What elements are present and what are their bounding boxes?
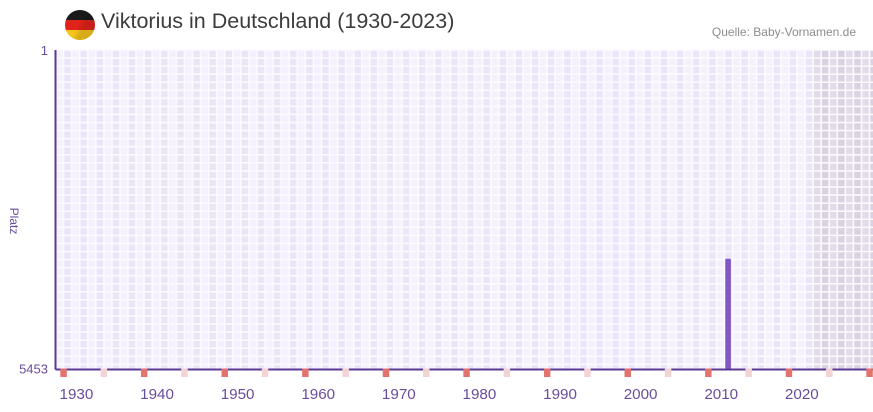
svg-text:5453: 5453 (19, 362, 48, 377)
svg-text:1990: 1990 (543, 386, 577, 403)
svg-text:1970: 1970 (382, 386, 416, 403)
svg-text:1960: 1960 (301, 386, 335, 403)
svg-text:1: 1 (41, 43, 48, 58)
svg-text:1930: 1930 (60, 386, 94, 403)
svg-text:1980: 1980 (463, 386, 497, 403)
svg-text:2010: 2010 (704, 386, 738, 403)
svg-text:2000: 2000 (624, 386, 658, 403)
svg-text:1950: 1950 (221, 386, 255, 403)
svg-text:1940: 1940 (140, 386, 174, 403)
svg-text:2020: 2020 (785, 386, 819, 403)
